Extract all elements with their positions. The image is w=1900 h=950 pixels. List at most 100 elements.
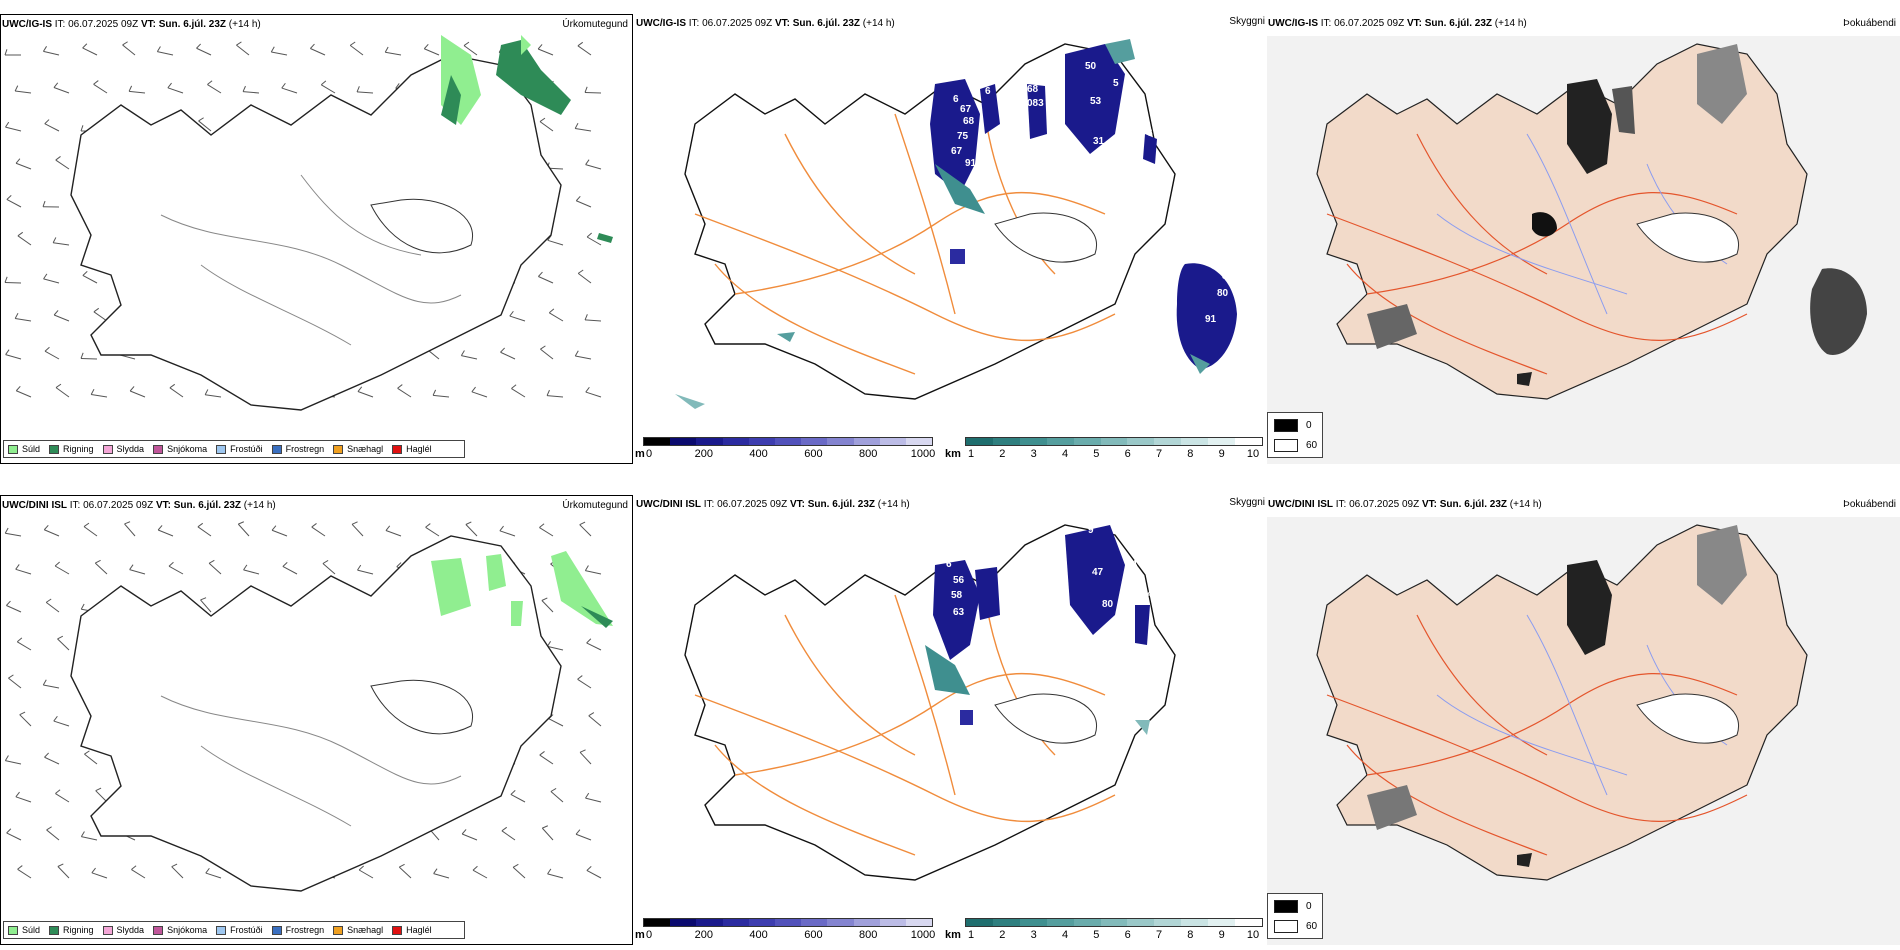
wind-barb [53,87,70,94]
cloud-base-value: 47 [1092,567,1104,578]
precip-legend-dini: Súld Rigning Slydda Snjókoma Frostúði Frostre… [3,921,465,939]
colorbar-segment [1100,919,1128,926]
fog-legend-label: 0 [1306,420,1312,431]
wind-barb-flag [196,43,202,49]
colorbar-tick: 1000 [910,929,936,941]
wind-barb [547,873,564,879]
wind-barb [5,354,22,360]
wind-barb-flag [19,711,26,716]
wind-barb-flag [310,43,315,49]
wind-barb-flag [4,755,9,761]
wind-barb-flag [54,561,60,567]
wind-barb-flag [16,637,23,643]
wind-barb-flag [90,388,95,395]
wind-barb-flag [17,865,23,870]
colorbar-segment [1100,438,1128,445]
wind-barb [271,51,288,56]
wind-barb [584,91,602,94]
wind-barb [321,84,336,94]
fog-panel-dini: UWC/DINI ISL IT: 06.07.2025 09Z VT: Sun.… [1267,495,1900,945]
wind-barb-flag [541,597,548,601]
colorbar-segment [644,438,671,445]
colorbar-tick: 9 [1218,929,1225,941]
wind-barb-flag [539,523,545,528]
wind-barb-flag [585,792,590,799]
wind-barb [5,532,22,537]
colorbar-segment [1154,438,1182,445]
cloud-base-value: 67 [1022,555,1034,566]
wind-barb [44,350,60,360]
wind-barb-flag [55,156,61,161]
wind-barb-flag [270,46,275,53]
wind-barb [461,833,478,841]
wind-barb-flag [577,269,584,274]
wind-barb [17,641,32,651]
wind-barb-flag [539,117,546,123]
wind-barb [57,638,70,651]
legend-item: Frostregn [271,444,324,454]
wind-barb [577,45,592,56]
colorbar-segment [905,919,933,926]
fog-legend-row: 60 [1274,920,1317,933]
wind-barb-flag [512,863,519,868]
wind-barb [243,569,260,575]
legend-swatch [333,925,344,935]
colorbar-tick: 600 [804,448,823,460]
colorbar-tick: 6 [1124,929,1131,941]
legend-label: Snjókoma [167,444,208,454]
wind-barb [55,387,70,398]
wind-barb-flag [577,41,584,47]
legend-item: Slydda [102,444,144,454]
cloud-base-value: 80 [1102,599,1114,610]
cloud-base-value: 58 [951,590,963,601]
wind-barb-flag [542,825,549,829]
colorbar-segment [696,438,723,445]
wind-barb-flag [15,158,21,164]
colorbar-segment [670,438,697,445]
header-ig-fog: UWC/IG-IS IT: 06.07.2025 09Z VT: Sun. 6.… [1268,18,1527,29]
wind-barb-flag [281,82,286,89]
wind-barb-flag [93,80,99,85]
colorbar-segment [1154,919,1182,926]
wind-barb [197,526,212,537]
wind-barb [205,872,222,879]
wind-barb [91,872,108,879]
wind-barb [509,315,526,322]
legend-label: Súld [22,444,41,454]
wind-barb-flag [384,46,389,53]
wind-barb-flag [547,868,552,875]
wind-barb [510,794,526,803]
wind-barb-flag [586,638,592,644]
wind-barb-flag [537,44,543,50]
wind-barb-flag [574,350,579,357]
wind-barb [548,718,564,727]
colorbar-tick: 1 [967,929,975,941]
wind-barb [44,529,60,537]
legend-label: Rigning [63,925,94,935]
wind-barb [357,391,374,398]
wind-barb-flag [510,790,516,795]
legend-label: Slydda [116,925,145,935]
wind-barb [512,866,526,879]
cloud-base-value: 75 [957,131,969,142]
fog-legend-label: 0 [1306,901,1312,912]
wind-barb-flag [461,829,467,835]
wind-barb [585,797,602,803]
wind-barb [537,48,554,56]
colorbar-segment [1208,438,1236,445]
wind-barb [549,312,564,322]
wind-barb [167,87,184,94]
wind-barb-flag [4,49,8,56]
cloud-base-value: 6 [1147,128,1153,139]
colorbar-tick: 200 [694,448,713,460]
wind-barb [17,868,32,879]
precip-map-ig [4,35,613,411]
wind-barb-flag [577,675,583,680]
wind-barb [576,200,592,208]
legend-label: Snæhagl [347,444,384,454]
wind-barb [15,90,32,94]
colorbar-segment [853,919,880,926]
wind-barb [171,866,184,879]
wind-barb [43,50,60,56]
wind-barb-flag [205,867,210,874]
